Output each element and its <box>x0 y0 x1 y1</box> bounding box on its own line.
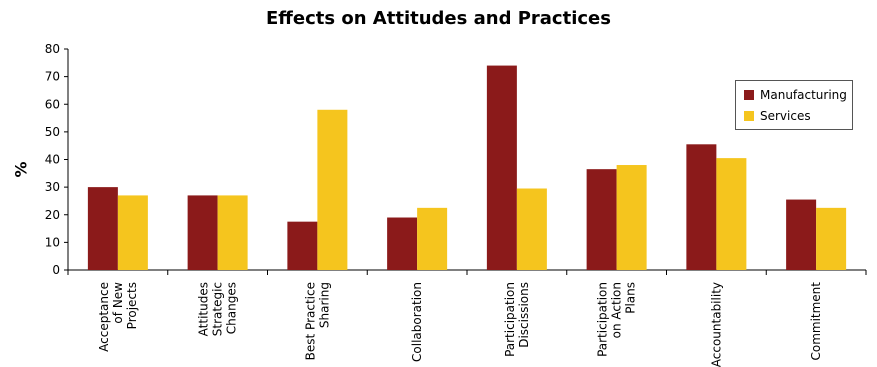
bar-manufacturing <box>486 65 517 270</box>
y-tick-label: 10 <box>45 235 60 249</box>
bar-services <box>716 158 747 270</box>
x-tick-label: Changes <box>225 282 239 334</box>
bar-manufacturing <box>87 187 118 270</box>
bar-services <box>417 207 448 270</box>
legend-label-manufacturing: Manufacturing <box>760 88 847 102</box>
x-tick-label: Participation <box>503 282 517 357</box>
legend-item-services: Services <box>744 108 811 124</box>
bar-services <box>616 165 647 270</box>
x-tick-label: Accountability <box>709 282 723 367</box>
x-tick-label: Attitudes <box>197 282 211 336</box>
axes: 0 10 20 30 40 50 60 70 80 <box>45 42 867 277</box>
x-tick-label: on Action <box>610 282 624 338</box>
x-tick-label: Best Practice <box>303 282 317 360</box>
bar-services <box>317 109 348 271</box>
bar-services <box>816 207 847 270</box>
y-tick-label: 80 <box>45 42 60 56</box>
legend-swatch-services <box>744 111 754 121</box>
x-tick-label-group: Attitudes Strategic Changes <box>197 282 239 336</box>
y-tick-label: 0 <box>52 263 60 277</box>
y-tick-label: 40 <box>45 153 60 167</box>
x-tick-label-group: Commitment <box>809 282 823 361</box>
x-tick-label-group: Acceptance of New Projects <box>97 282 139 352</box>
bar-services <box>516 188 547 270</box>
bar-manufacturing <box>686 144 717 270</box>
y-tick-label: 50 <box>45 125 60 139</box>
y-tick-label: 60 <box>45 97 60 111</box>
x-tick-label: Participation <box>596 282 610 357</box>
x-tick-label: Strategic <box>211 282 225 336</box>
bar-services <box>117 195 148 270</box>
bar-manufacturing <box>387 217 418 270</box>
bar-manufacturing <box>187 195 218 270</box>
x-tick-label: Collaboration <box>410 282 424 362</box>
x-tick-label: Projects <box>125 282 139 329</box>
y-tick-label: 20 <box>45 208 60 222</box>
x-tick-label-group: Participation on Action Plans <box>596 282 638 357</box>
legend-item-manufacturing: Manufacturing <box>744 87 847 103</box>
legend: Manufacturing Services <box>735 80 853 130</box>
x-tick-label: of New <box>111 282 125 324</box>
x-tick-label-group: Participation Discissions <box>503 282 531 357</box>
x-tick-label-group: Collaboration <box>410 282 424 362</box>
bars <box>87 65 847 271</box>
bar-manufacturing <box>287 221 318 270</box>
legend-swatch-manufacturing <box>744 90 754 100</box>
y-tick-label: 30 <box>45 180 60 194</box>
x-tick-label: Commitment <box>809 282 823 361</box>
y-tick-label: 70 <box>45 70 60 84</box>
x-tick-label: Sharing <box>317 282 331 328</box>
x-tick-label: Plans <box>624 282 638 314</box>
chart-title: Effects on Attitudes and Practices <box>266 8 611 29</box>
bar-manufacturing <box>586 169 617 270</box>
legend-label-services: Services <box>760 109 811 123</box>
x-tick-label: Discissions <box>517 282 531 348</box>
bar-services <box>217 195 248 270</box>
x-tick-label: Acceptance <box>97 282 111 352</box>
x-tick-labels: Acceptance of New Projects Attitudes Strateg… <box>97 282 823 367</box>
x-tick-label-group: Accountability <box>709 282 723 367</box>
bar-manufacturing <box>786 199 817 270</box>
x-tick-label-group: Best Practice Sharing <box>303 282 331 360</box>
